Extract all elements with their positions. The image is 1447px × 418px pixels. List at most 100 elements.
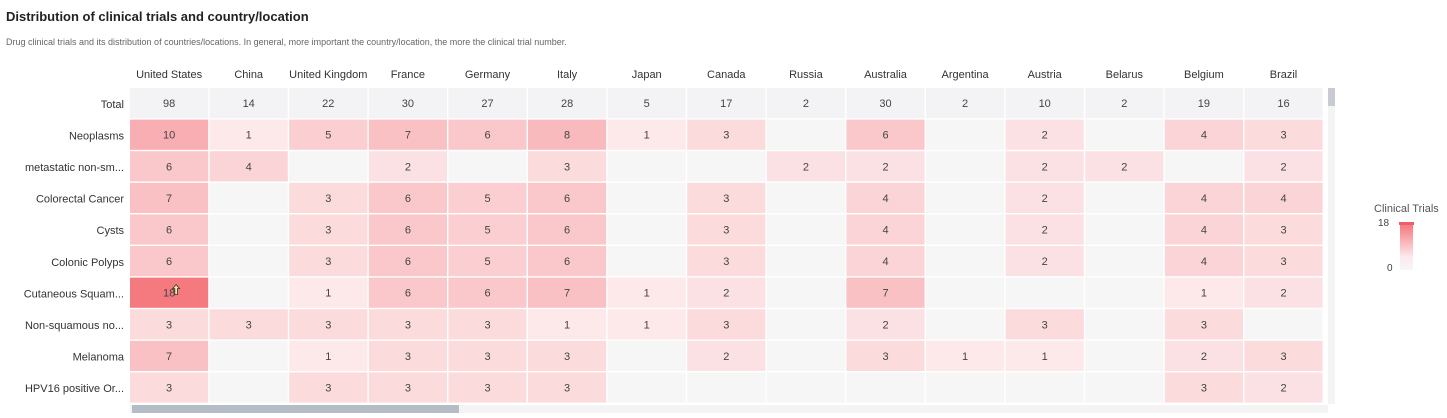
horizontal-scrollbar-thumb[interactable] [132,405,459,413]
heatmap-cell[interactable] [767,183,845,213]
heatmap-cell[interactable] [926,151,1004,181]
cell-value: 3 [1201,319,1207,331]
cell-value: 1 [325,351,331,363]
cell-value: 2 [1121,98,1127,110]
cell-value: 3 [1042,319,1048,331]
heatmap-cell[interactable] [608,183,686,213]
heatmap-cell[interactable] [846,372,924,402]
cell-value: 3 [405,383,411,395]
heatmap-cell[interactable] [210,278,288,308]
cell-value: 6 [564,256,570,268]
cell-value: 27 [481,98,493,110]
cell-value: 2 [882,319,888,331]
row-label: Non-squamous no... [25,320,124,332]
heatmap-cell[interactable] [1085,120,1163,150]
heatmap-cell[interactable] [926,278,1004,308]
heatmap-cell[interactable] [1085,214,1163,244]
cell-value: 3 [1280,225,1286,237]
heatmap-cell[interactable] [608,151,686,181]
cell-value: 3 [1280,256,1286,268]
cell-value: 1 [246,130,252,142]
heatmap-cell[interactable] [1244,309,1322,339]
heatmap-cell[interactable] [926,372,1004,402]
cell-value: 2 [1042,130,1048,142]
heatmap-cell[interactable] [926,214,1004,244]
column-header: Argentina [942,69,990,81]
heatmap-cell[interactable] [767,120,845,150]
heatmap-cell[interactable] [448,151,526,181]
cell-value: 2 [1042,256,1048,268]
cell-value: 1 [564,319,570,331]
heatmap-cell[interactable] [210,246,288,276]
heatmap-cell[interactable] [1006,372,1084,402]
heatmap-cell[interactable] [926,183,1004,213]
cell-value: 4 [1201,193,1207,205]
column-header: Australia [864,69,908,81]
heatmap-cell[interactable] [687,151,765,181]
cell-value: 98 [163,98,175,110]
heatmap-cell[interactable] [767,214,845,244]
cell-value: 4 [1280,193,1286,205]
column-header: Japan [632,69,662,81]
cell-value: 2 [1201,351,1207,363]
heatmap-cell[interactable] [1085,246,1163,276]
legend-gradient-bar [1400,225,1413,270]
cell-value: 1 [644,130,650,142]
heatmap-cell[interactable] [767,309,845,339]
legend-title: Clinical Trials [1374,203,1439,215]
heatmap-cell[interactable] [767,246,845,276]
cell-value: 6 [564,225,570,237]
heatmap-cell[interactable] [926,246,1004,276]
row-label: Melanoma [73,352,125,364]
heatmap-cell[interactable] [608,341,686,371]
heatmap-cell[interactable] [210,214,288,244]
cell-value: 3 [325,256,331,268]
heatmap-cell[interactable] [1006,278,1084,308]
cell-value: 3 [405,351,411,363]
cell-value: 3 [484,319,490,331]
vertical-scrollbar-track [1328,88,1335,404]
heatmap-cell[interactable] [767,341,845,371]
heatmap-cell[interactable] [1085,278,1163,308]
heatmap-cell[interactable] [1085,309,1163,339]
cell-value: 16 [1277,98,1289,110]
cell-value: 1 [962,351,968,363]
cell-value: 4 [1201,225,1207,237]
heatmap-cell[interactable] [687,372,765,402]
cell-value: 3 [325,319,331,331]
cell-value: 3 [882,351,888,363]
color-legend: Clinical Trials 18 0 [1368,201,1446,281]
cell-value: 6 [405,256,411,268]
heatmap-cell[interactable] [926,120,1004,150]
heatmap-cell[interactable] [210,372,288,402]
heatmap-cell[interactable] [608,372,686,402]
cell-value: 6 [564,193,570,205]
cell-value: 3 [723,225,729,237]
cell-value: 7 [564,288,570,300]
heatmap-cell[interactable] [210,183,288,213]
cell-value: 3 [325,383,331,395]
heatmap-cell[interactable] [1085,372,1163,402]
row-label: Cutaneous Squam... [24,288,124,300]
vertical-scrollbar-thumb[interactable] [1328,88,1335,106]
heatmap-cell[interactable] [210,341,288,371]
cell-value: 2 [962,98,968,110]
heatmap-cell[interactable] [608,246,686,276]
heatmap-cell[interactable] [767,278,845,308]
heatmap-cell[interactable] [1085,341,1163,371]
heatmap-cell[interactable] [767,372,845,402]
cell-value: 3 [246,319,252,331]
cell-value: 3 [166,383,172,395]
cell-value: 1 [1201,288,1207,300]
column-header: France [391,69,425,81]
legend-range-handle[interactable] [1399,222,1414,225]
heatmap-cell[interactable] [926,309,1004,339]
heatmap-cell[interactable] [1165,151,1243,181]
column-header: China [234,69,264,81]
cell-value: 3 [325,225,331,237]
heatmap-cell[interactable] [289,151,367,181]
heatmap-cell[interactable] [1085,183,1163,213]
cell-value: 1 [1042,351,1048,363]
heatmap-cell[interactable] [608,214,686,244]
